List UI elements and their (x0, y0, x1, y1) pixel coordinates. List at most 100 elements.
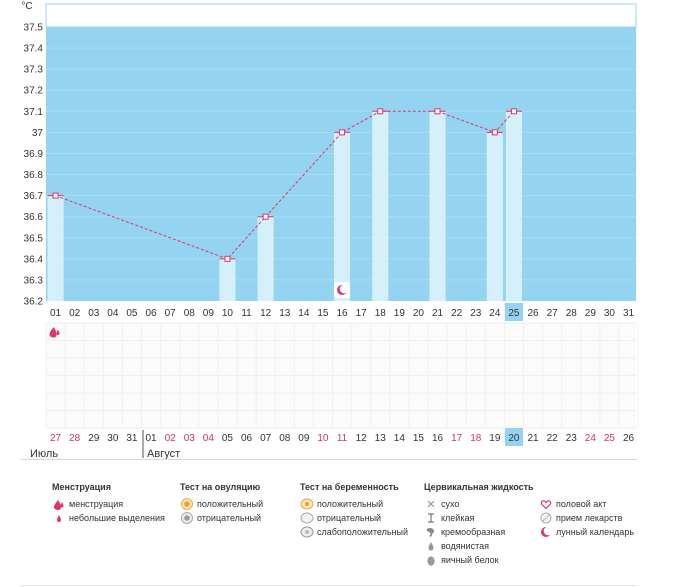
x-day-label[interactable]: 01 (50, 308, 62, 319)
x-day-label[interactable]: 06 (145, 308, 157, 319)
temperature-bar (334, 132, 351, 301)
temperature-point[interactable] (224, 255, 231, 262)
cycle-day-label[interactable]: 24 (585, 433, 597, 444)
cycle-day-label[interactable]: 19 (489, 433, 501, 444)
x-day-label[interactable]: 20 (413, 308, 425, 319)
cycle-day-label[interactable]: 17 (451, 433, 463, 444)
legend-item: половой акт (539, 497, 634, 511)
x-day-label[interactable]: 15 (317, 308, 329, 319)
legend-item-label: лунный календарь (556, 527, 635, 537)
moon-icon (539, 525, 553, 539)
x-day-label[interactable]: 05 (126, 308, 138, 319)
temperature-point[interactable] (434, 108, 441, 115)
legend-item: отрицательный (300, 511, 408, 525)
x-day-label[interactable]: 11 (241, 308, 252, 319)
cycle-day-label[interactable]: 23 (566, 433, 578, 444)
x-day-label[interactable]: 31 (623, 308, 635, 319)
ovulation-positive-icon (180, 497, 194, 511)
legend-item: слабоположительный (300, 525, 408, 539)
temperature-point[interactable] (339, 129, 346, 136)
temperature-bar (372, 111, 389, 301)
x-day-label[interactable]: 26 (527, 308, 539, 319)
cycle-day-label[interactable]: 11 (337, 433, 348, 444)
x-day-label[interactable]: 16 (336, 308, 348, 319)
legend-item-label: небольшие выделения (69, 513, 165, 523)
x-day-label[interactable]: 07 (165, 308, 177, 319)
cycle-day-label[interactable]: 26 (623, 433, 635, 444)
x-day-label[interactable]: 08 (184, 308, 196, 319)
x-day-label[interactable]: 17 (356, 308, 368, 319)
legend-item: менструация (52, 497, 165, 511)
legend-item: прием лекарств (539, 511, 634, 525)
cycle-day-label[interactable]: 09 (298, 433, 310, 444)
x-day-label[interactable]: 30 (604, 308, 616, 319)
x-day-label[interactable]: 18 (375, 308, 387, 319)
x-day-label[interactable]: 10 (222, 308, 234, 319)
cycle-day-label[interactable]: 03 (184, 433, 196, 444)
cycle-day-label[interactable]: 06 (241, 433, 253, 444)
cycle-day-label[interactable]: 13 (375, 433, 387, 444)
cycle-day-label[interactable]: 22 (547, 433, 559, 444)
cycle-day-label[interactable]: 21 (527, 433, 539, 444)
cycle-day-label[interactable]: 14 (394, 433, 406, 444)
cycle-day-label[interactable]: 02 (165, 433, 177, 444)
blood-drop-icon (49, 327, 60, 338)
blood-drop-icon (52, 497, 66, 511)
x-day-label[interactable]: 02 (69, 308, 81, 319)
cycle-day-label[interactable]: 08 (279, 433, 291, 444)
highlight-cycle-cell (504, 428, 523, 446)
x-day-label[interactable]: 03 (88, 308, 100, 319)
temperature-point[interactable] (491, 129, 498, 136)
egg-white-icon (424, 553, 438, 567)
x-day-label[interactable]: 21 (432, 308, 444, 319)
cycle-day-label[interactable]: 25 (604, 433, 616, 444)
temperature-point[interactable] (510, 108, 517, 115)
temperature-point[interactable] (52, 192, 59, 199)
cycle-day-label[interactable]: 12 (356, 433, 368, 444)
temperature-bar (257, 216, 274, 301)
ovulation-negative-icon (180, 511, 194, 525)
cycle-day-label[interactable]: 30 (107, 433, 119, 444)
cycle-day-label[interactable]: 04 (203, 433, 215, 444)
cycle-day-label[interactable]: 07 (260, 433, 272, 444)
cycle-day-label[interactable]: 10 (317, 433, 329, 444)
y-tick-label: 36.6 (24, 212, 44, 223)
cycle-day-label[interactable]: 20 (508, 433, 520, 444)
legend-item-label: положительный (317, 499, 384, 509)
x-day-label[interactable]: 28 (566, 308, 578, 319)
cycle-day-label[interactable]: 01 (145, 433, 157, 444)
x-day-label[interactable]: 19 (394, 308, 406, 319)
pill-icon (539, 511, 553, 525)
legend-item-label: сухо (441, 499, 460, 509)
cycle-day-label[interactable]: 31 (126, 433, 138, 444)
x-day-label[interactable]: 22 (451, 308, 463, 319)
x-day-label[interactable]: 23 (470, 308, 482, 319)
x-day-label[interactable]: 25 (508, 308, 520, 319)
legend-title: Цервикальная жидкость (424, 482, 534, 492)
cycle-day-label[interactable]: 05 (222, 433, 234, 444)
x-day-label[interactable]: 12 (260, 308, 272, 319)
x-day-label[interactable]: 09 (203, 308, 215, 319)
temperature-point[interactable] (377, 108, 384, 115)
x-day-label[interactable]: 13 (279, 308, 291, 319)
moon-icon (334, 282, 351, 298)
cycle-day-label[interactable]: 27 (50, 433, 62, 444)
temperature-point[interactable] (262, 213, 269, 220)
cycle-day-label[interactable]: 28 (69, 433, 81, 444)
x-day-label[interactable]: 04 (107, 308, 119, 319)
cycle-day-label[interactable]: 29 (88, 433, 100, 444)
x-day-label[interactable]: 24 (489, 308, 501, 319)
x-day-label[interactable]: 29 (585, 308, 597, 319)
cycle-day-label[interactable]: 15 (413, 433, 425, 444)
legend-item: положительный (300, 497, 408, 511)
legend-title: Менструация (52, 482, 111, 492)
x-day-label[interactable]: 27 (547, 308, 559, 319)
legend-item-label: отрицательный (317, 513, 382, 523)
cycle-day-label[interactable]: 16 (432, 433, 444, 444)
x-day-label[interactable]: 14 (298, 308, 310, 319)
legend-item: клейкая (424, 511, 534, 525)
cycle-day-label[interactable]: 18 (470, 433, 482, 444)
legend-item-label: положительный (197, 499, 264, 509)
symptom-grid (45, 322, 639, 429)
legend-item-label: прием лекарств (556, 513, 623, 523)
